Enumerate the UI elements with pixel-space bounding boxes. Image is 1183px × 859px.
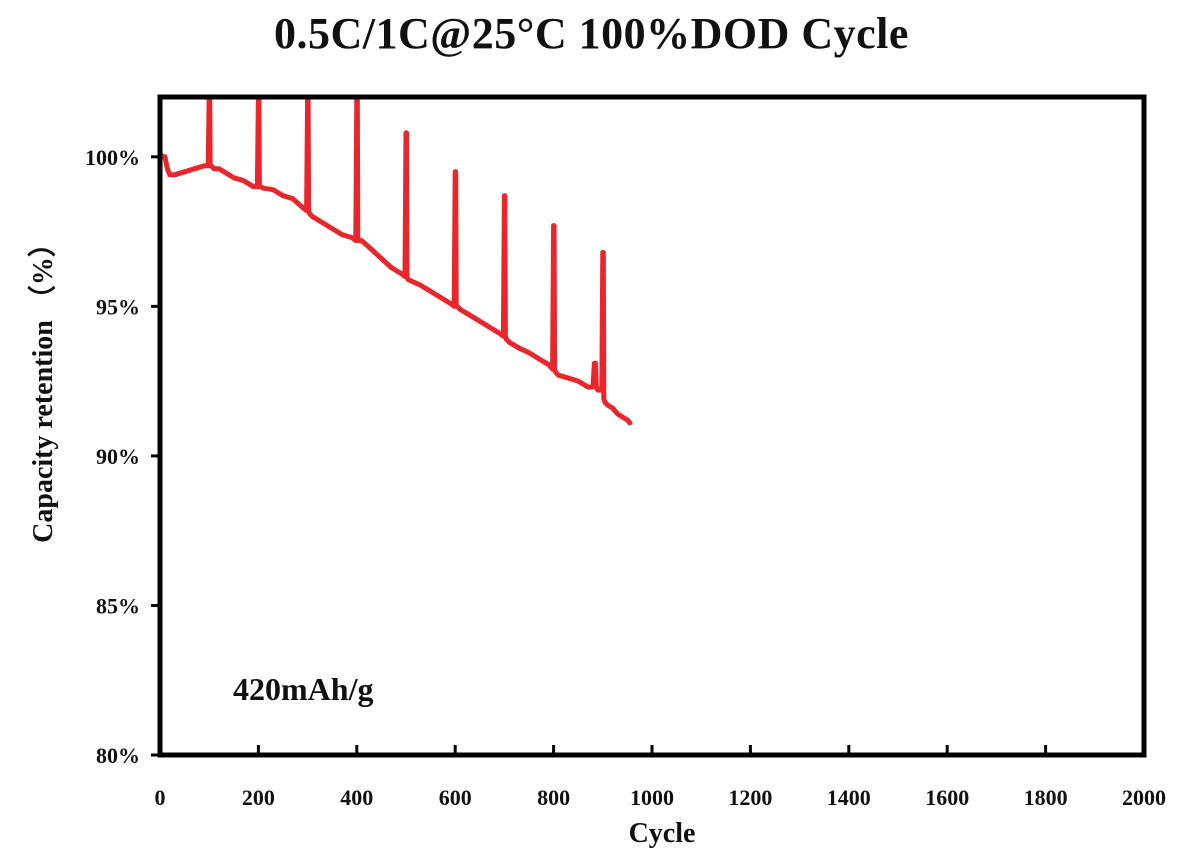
x-tick-label: 0 [155,785,166,810]
y-axis-label: Capacity retention （%） [26,229,59,543]
x-tick-label: 800 [537,785,570,810]
x-axis-ticks: 0 200 400 600 800 1000 1200 1400 1600 1800 2000 [155,745,1166,810]
y-tick-label: 95% [96,294,140,319]
y-tick-label: 80% [96,743,140,768]
x-tick-label: 400 [340,785,373,810]
x-tick-label: 1000 [630,785,674,810]
x-axis-label: Cycle [629,818,696,849]
y-tick-label: 100% [85,145,140,170]
x-tick-label: 1600 [925,785,969,810]
plot-frame [157,94,1147,758]
x-tick-label: 1400 [827,785,871,810]
y-axis-ticks: 80% 85% 90% 95% 100% [85,145,160,768]
x-tick-label: 1200 [728,785,772,810]
x-tick-label: 600 [439,785,472,810]
x-tick-label: 2000 [1122,785,1166,810]
y-tick-label: 85% [96,593,140,618]
capacity-retention-series-line [157,94,633,426]
y-tick-label: 90% [96,444,140,469]
x-tick-label: 200 [242,785,275,810]
x-tick-label: 1800 [1024,785,1068,810]
capacity-annotation: 420mAh/g [233,671,373,707]
series-layer [157,94,633,426]
chart-title: 0.5C/1C@25°C 100%DOD Cycle [274,9,909,58]
